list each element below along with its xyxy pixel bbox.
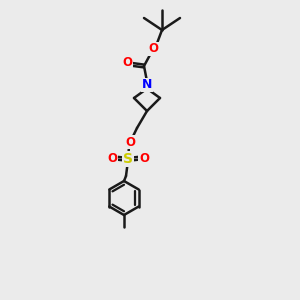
Text: S: S xyxy=(123,152,133,166)
Text: O: O xyxy=(125,136,135,148)
Text: O: O xyxy=(122,56,132,70)
Text: O: O xyxy=(107,152,117,164)
Text: O: O xyxy=(139,152,149,164)
Text: O: O xyxy=(148,43,158,56)
Text: N: N xyxy=(142,79,152,92)
